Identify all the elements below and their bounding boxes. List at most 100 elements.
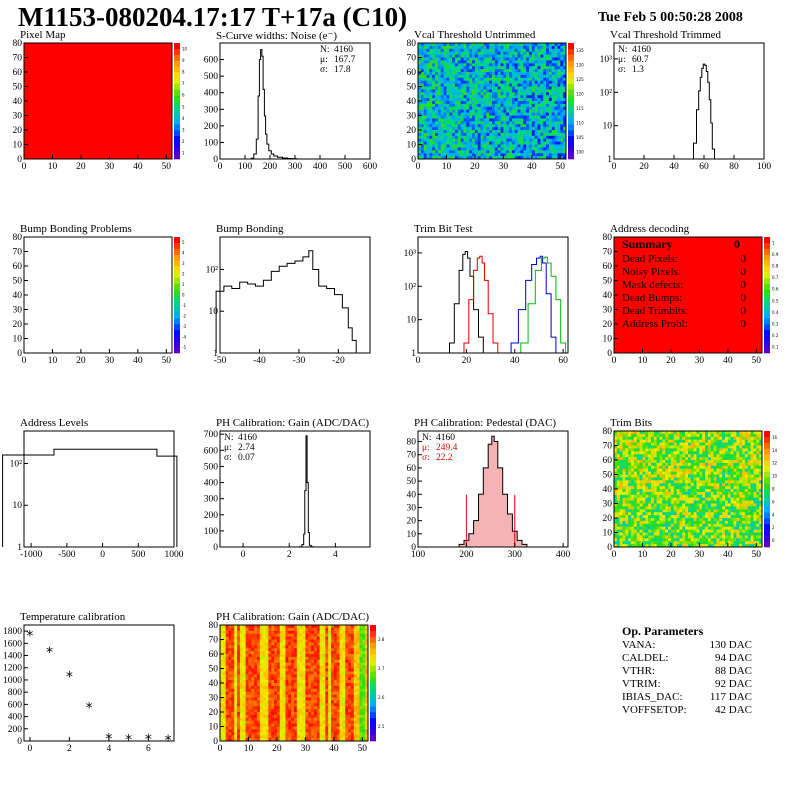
x-tick-label: 50 bbox=[162, 356, 172, 366]
op-params-title: Op. Parameters bbox=[622, 624, 703, 639]
y-tick-label: 70 bbox=[13, 248, 23, 258]
plot-area: ********02460200400600800100012001400160… bbox=[18, 611, 208, 771]
y-tick-label: 20 bbox=[407, 517, 417, 527]
y-tick-label: 1600 bbox=[3, 639, 22, 649]
y-tick-label: 80 bbox=[603, 233, 613, 243]
palette-tick-label: 2.5 bbox=[378, 724, 385, 729]
y-tick-label: 1800 bbox=[3, 627, 22, 637]
stats-label: μ: bbox=[618, 55, 626, 65]
x-tick-label: 40 bbox=[329, 744, 339, 754]
x-tick-label: 40 bbox=[133, 162, 143, 172]
palette-tick-label: 2 bbox=[772, 525, 775, 530]
y-tick-label: 400 bbox=[204, 89, 219, 99]
palette-tick-label: 130 bbox=[576, 62, 584, 67]
op-param-row: VTRIM:92 DAC bbox=[622, 678, 752, 691]
stats-value: 17.8 bbox=[334, 65, 351, 75]
y-tick-label: 30 bbox=[603, 306, 613, 316]
x-tick-label: 40 bbox=[510, 356, 520, 366]
y-tick-label: 10 bbox=[407, 530, 417, 540]
y-tick-label: 60 bbox=[603, 456, 613, 466]
palette-tick-label: 1 bbox=[182, 282, 185, 287]
op-param-value: 88 DAC bbox=[715, 665, 752, 677]
y-tick-label: 80 bbox=[13, 39, 23, 49]
y-tick-label: 20 bbox=[407, 126, 417, 136]
stats-label: N: bbox=[422, 433, 432, 443]
y-tick-label: 0 bbox=[17, 737, 22, 747]
y-tick-label: 50 bbox=[13, 277, 23, 287]
x-tick-label: 20 bbox=[76, 162, 86, 172]
x-tick-label: 0 bbox=[28, 744, 33, 754]
summary-label: Dead Bumps: bbox=[622, 292, 682, 304]
x-tick-label: 100 bbox=[757, 162, 772, 172]
y-tick-label: 10 bbox=[13, 335, 23, 345]
x-tick-label: -1000 bbox=[20, 550, 42, 560]
y-tick-label: 1000 bbox=[3, 676, 22, 686]
y-tick-label: 600 bbox=[204, 56, 219, 66]
palette-tick-label: 3 bbox=[182, 128, 185, 133]
y-tick-label: 50 bbox=[13, 83, 23, 93]
summary-row: Dead Bumps:0 bbox=[622, 292, 746, 305]
y-tick-label: 10 bbox=[407, 141, 417, 151]
map-cells bbox=[220, 625, 368, 741]
summary-value: 0 bbox=[741, 279, 747, 291]
histogram-line bbox=[251, 50, 297, 159]
y-tick-label: 60 bbox=[209, 650, 219, 660]
y-tick-label: 10² bbox=[404, 282, 417, 292]
y-tick-label: 60 bbox=[13, 68, 23, 78]
y-tick-label: 0 bbox=[213, 543, 218, 553]
x-tick-label: 6 bbox=[146, 744, 151, 754]
y-tick-label: 70 bbox=[209, 636, 219, 646]
x-tick-label: 30 bbox=[105, 162, 115, 172]
histogram-line bbox=[216, 251, 360, 353]
y-tick-label: 60 bbox=[407, 464, 417, 474]
y-tick-label: 50 bbox=[407, 477, 417, 487]
axes-frame bbox=[24, 625, 174, 741]
palette-tick-label: 100 bbox=[576, 149, 584, 154]
histogram-line bbox=[459, 436, 527, 547]
y-tick-label: 1 bbox=[17, 543, 22, 553]
op-param-row: VTHR:88 DAC bbox=[622, 665, 752, 678]
palette-tick-label: 2 bbox=[182, 139, 185, 144]
y-tick-label: 10² bbox=[600, 88, 613, 98]
op-param-label: IBIAS_DAC: bbox=[622, 691, 683, 703]
x-tick-label: 0 bbox=[612, 550, 617, 560]
y-tick-label: 80 bbox=[209, 621, 219, 631]
palette-tick-label: 12 bbox=[772, 461, 778, 466]
palette-tick-label: 1 bbox=[182, 151, 185, 156]
x-tick-label: 40 bbox=[723, 356, 733, 366]
color-palette: 0.10.20.30.40.50.60.70.80.91 bbox=[764, 237, 779, 353]
stats-value: 4160 bbox=[238, 433, 257, 443]
x-tick-label: 0 bbox=[100, 550, 105, 560]
y-tick-label: 10² bbox=[206, 265, 219, 275]
op-param-label: VANA: bbox=[622, 639, 655, 651]
y-tick-label: 80 bbox=[407, 438, 417, 448]
histogram-line bbox=[691, 64, 718, 159]
x-tick-label: 4 bbox=[106, 744, 111, 754]
y-tick-label: 10² bbox=[10, 459, 23, 469]
stats-label: μ: bbox=[320, 55, 328, 65]
x-tick-label: 1000 bbox=[165, 550, 184, 560]
y-tick-label: 40 bbox=[603, 291, 613, 301]
x-tick-label: 100 bbox=[238, 162, 253, 172]
palette-tick-label: 0.6 bbox=[772, 287, 779, 292]
y-tick-label: 10³ bbox=[404, 249, 417, 259]
palette-tick-label: 105 bbox=[576, 135, 584, 140]
palette-tick-label: 4 bbox=[772, 512, 775, 517]
stats-value: 22.2 bbox=[436, 453, 453, 463]
y-tick-label: 0 bbox=[17, 349, 22, 359]
summary-row: Mask defects:0 bbox=[622, 279, 746, 292]
x-tick-label: 50 bbox=[358, 744, 368, 754]
palette-tick-label: -4 bbox=[182, 335, 186, 340]
stats-label: μ: bbox=[224, 443, 232, 453]
y-tick-label: 10 bbox=[407, 316, 417, 326]
x-tick-label: 50 bbox=[162, 162, 172, 172]
y-tick-label: 60 bbox=[13, 262, 23, 272]
